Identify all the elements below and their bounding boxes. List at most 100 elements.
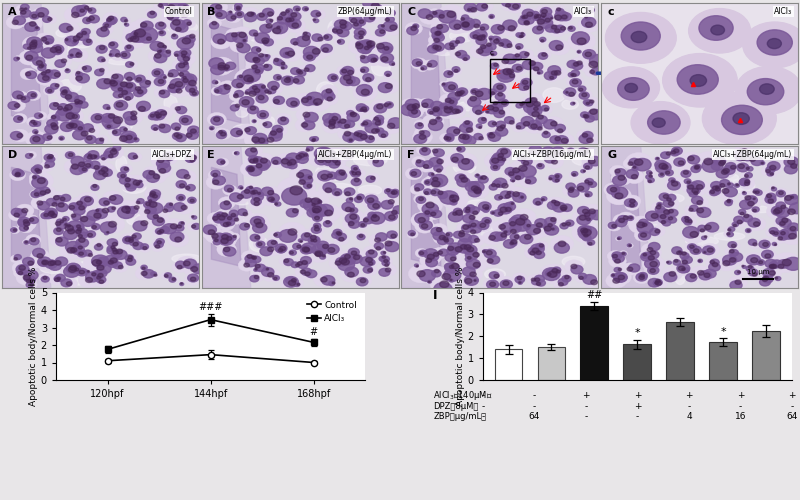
Circle shape — [211, 170, 220, 177]
Circle shape — [431, 270, 441, 277]
Circle shape — [247, 254, 252, 258]
Circle shape — [434, 282, 452, 296]
Circle shape — [112, 74, 118, 78]
Circle shape — [42, 256, 61, 270]
Circle shape — [45, 164, 50, 168]
Circle shape — [545, 270, 553, 276]
Circle shape — [263, 64, 272, 70]
Circle shape — [766, 260, 782, 272]
Circle shape — [650, 172, 652, 174]
Circle shape — [242, 250, 258, 262]
Circle shape — [89, 110, 108, 124]
Circle shape — [534, 251, 545, 258]
Circle shape — [282, 8, 293, 15]
Circle shape — [166, 200, 176, 208]
Ellipse shape — [262, 116, 274, 126]
Circle shape — [46, 190, 50, 193]
Circle shape — [262, 86, 266, 88]
Circle shape — [606, 12, 676, 64]
Circle shape — [474, 172, 481, 178]
Circle shape — [473, 30, 487, 40]
Circle shape — [542, 268, 560, 280]
Circle shape — [380, 264, 397, 276]
Circle shape — [9, 209, 25, 221]
Circle shape — [357, 84, 372, 96]
Circle shape — [414, 214, 429, 224]
Circle shape — [670, 256, 682, 265]
Circle shape — [286, 52, 289, 54]
Circle shape — [187, 131, 198, 140]
Circle shape — [57, 278, 61, 280]
Circle shape — [554, 11, 568, 21]
Circle shape — [446, 42, 459, 52]
Circle shape — [715, 256, 738, 271]
Circle shape — [437, 169, 442, 172]
Circle shape — [615, 266, 625, 273]
Circle shape — [158, 43, 164, 48]
Circle shape — [44, 256, 62, 270]
Circle shape — [147, 12, 157, 18]
Circle shape — [335, 162, 340, 165]
Circle shape — [362, 124, 364, 125]
Circle shape — [130, 34, 137, 39]
Circle shape — [448, 209, 462, 218]
Circle shape — [98, 156, 108, 162]
Circle shape — [478, 176, 488, 183]
Circle shape — [532, 111, 549, 123]
Circle shape — [339, 121, 354, 132]
Circle shape — [385, 264, 389, 266]
Circle shape — [748, 266, 752, 268]
Circle shape — [742, 152, 754, 161]
Circle shape — [487, 130, 495, 136]
Ellipse shape — [485, 269, 506, 280]
Circle shape — [304, 42, 329, 60]
Circle shape — [169, 130, 184, 140]
Circle shape — [146, 206, 156, 214]
Circle shape — [657, 218, 670, 227]
Circle shape — [683, 178, 694, 186]
Circle shape — [370, 44, 374, 48]
Circle shape — [438, 249, 448, 256]
Circle shape — [127, 258, 132, 262]
Circle shape — [451, 38, 464, 46]
Circle shape — [418, 197, 423, 200]
Circle shape — [584, 179, 597, 188]
Circle shape — [584, 163, 592, 170]
Circle shape — [508, 26, 515, 31]
Circle shape — [530, 218, 549, 232]
Circle shape — [688, 220, 692, 223]
Circle shape — [505, 194, 510, 198]
Circle shape — [178, 220, 186, 226]
Ellipse shape — [562, 100, 578, 109]
Circle shape — [282, 74, 294, 83]
Circle shape — [354, 178, 359, 182]
Circle shape — [311, 198, 320, 204]
Circle shape — [679, 251, 682, 254]
Circle shape — [283, 52, 290, 56]
Circle shape — [306, 55, 313, 60]
Circle shape — [348, 248, 359, 256]
Circle shape — [78, 164, 91, 174]
Circle shape — [514, 235, 519, 238]
Circle shape — [454, 240, 473, 254]
Circle shape — [466, 182, 479, 192]
Circle shape — [291, 261, 304, 270]
Circle shape — [183, 262, 205, 276]
Circle shape — [342, 153, 348, 157]
Circle shape — [450, 41, 458, 46]
Circle shape — [286, 204, 305, 217]
Circle shape — [112, 248, 117, 251]
Circle shape — [334, 38, 344, 45]
Circle shape — [333, 166, 352, 179]
Circle shape — [151, 125, 158, 130]
Circle shape — [134, 206, 139, 210]
Circle shape — [36, 8, 49, 17]
Circle shape — [420, 148, 430, 155]
Circle shape — [266, 17, 276, 24]
Circle shape — [588, 182, 592, 185]
Circle shape — [681, 214, 693, 222]
Circle shape — [30, 135, 45, 145]
Circle shape — [479, 126, 482, 128]
Circle shape — [415, 188, 419, 191]
Circle shape — [619, 250, 627, 256]
